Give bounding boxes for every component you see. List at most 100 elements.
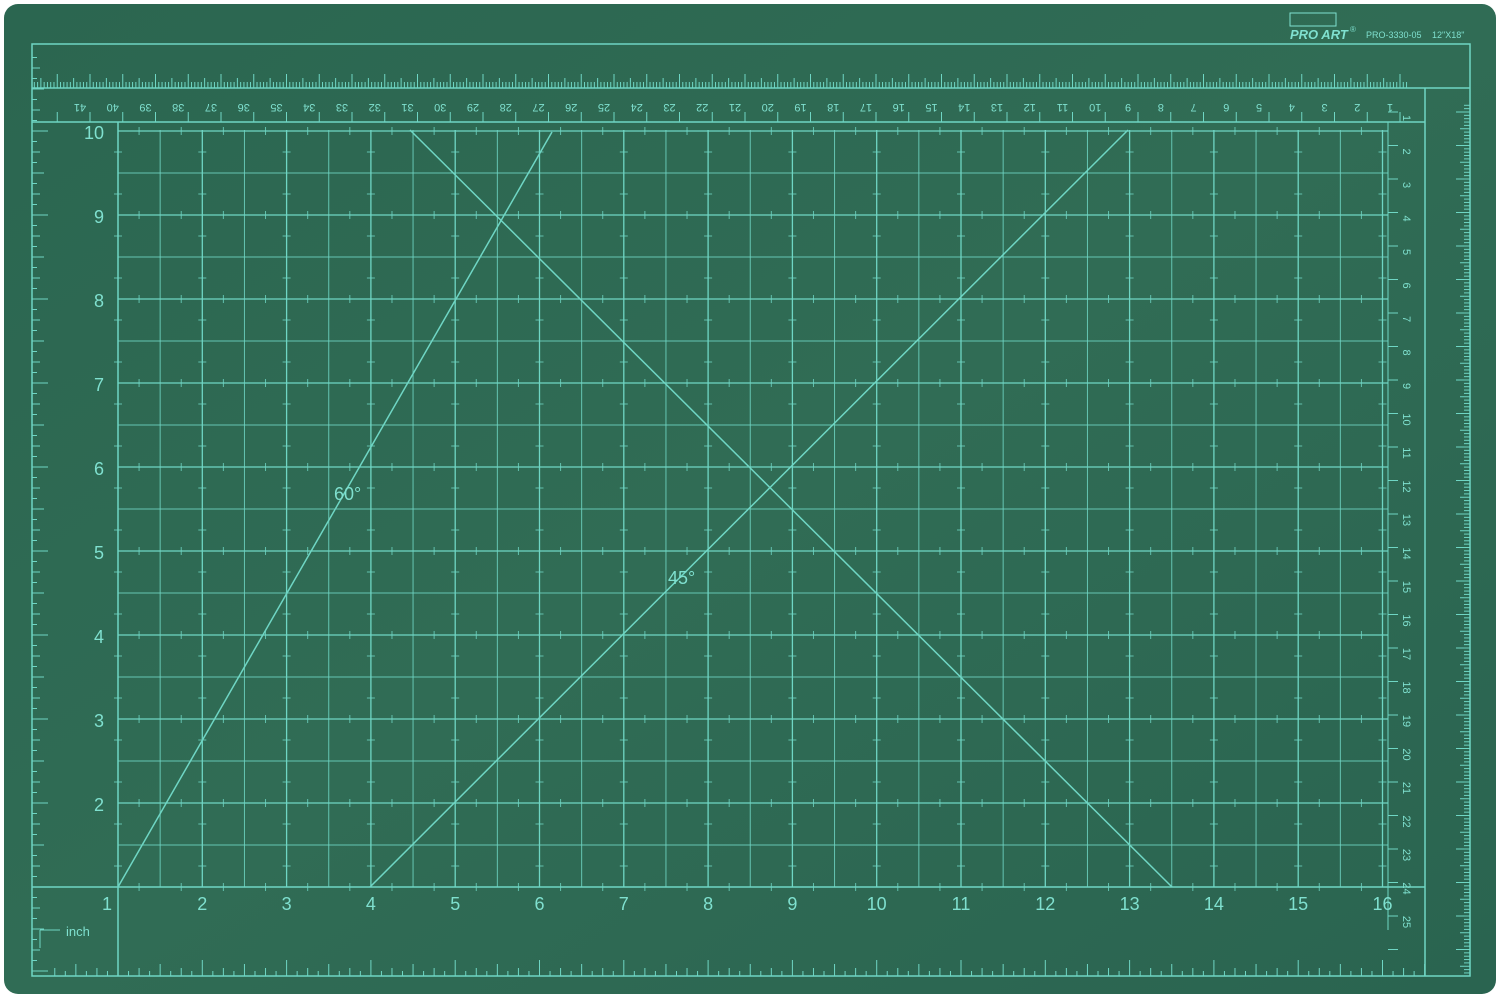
cm-right-number: 22: [1400, 815, 1412, 827]
grid-lines: [114, 127, 1388, 891]
cm-top-number: 38: [172, 101, 184, 113]
cm-right-number: 11: [1400, 447, 1412, 458]
inch-bottom-number: 2: [197, 894, 207, 914]
inch-bottom-number: 15: [1288, 894, 1308, 914]
cm-top-number: 22: [696, 101, 708, 113]
inch-bottom-number: 11: [952, 894, 971, 914]
inch-bottom-number: 6: [534, 894, 544, 914]
inch-left-number: 3: [94, 711, 104, 731]
angle-60-label: 60°: [334, 484, 361, 504]
cm-right-number: 15: [1400, 581, 1412, 593]
cm-right-number: 5: [1400, 249, 1412, 255]
cm-top-number: 21: [729, 101, 741, 113]
inch-bottom-number: 4: [366, 894, 376, 914]
inch-bottom-number: 16: [1372, 894, 1392, 914]
cm-right-number: 14: [1400, 547, 1412, 559]
cm-right-number: 25: [1400, 916, 1412, 928]
cm-top-number: 39: [139, 101, 151, 113]
cm-top-number: 10: [1089, 101, 1101, 113]
inch-bottom-number: 9: [787, 894, 797, 914]
cm-right-number: 16: [1400, 614, 1412, 626]
guide-45-line: [369, 129, 1129, 888]
cm-top-number: 33: [336, 101, 348, 113]
guide-45-cross-line: [409, 129, 1173, 888]
inch-bottom-number: 1: [102, 894, 112, 914]
brand-logo-text: PRO ART: [1290, 27, 1349, 42]
cm-right-number: 13: [1400, 514, 1412, 526]
cm-top-number: 9: [1125, 101, 1131, 113]
cm-right-number: 18: [1400, 681, 1412, 693]
cm-right-number: 21: [1400, 782, 1412, 794]
inch-left-number: 10: [84, 123, 104, 143]
inch-bottom-number: 13: [1120, 894, 1140, 914]
cm-right-number: 20: [1400, 748, 1412, 760]
cm-top-number: 19: [794, 101, 806, 113]
cm-top-number: 32: [369, 101, 381, 113]
cm-top-number: 20: [762, 101, 774, 113]
cm-top-number: 35: [270, 101, 282, 113]
cm-right-number: 3: [1400, 182, 1412, 188]
inch-left-number: 2: [94, 795, 104, 815]
cm-top-number: 6: [1223, 101, 1229, 113]
cm-top-number: 40: [107, 101, 119, 113]
cm-right-number: 17: [1400, 648, 1412, 660]
cm-top-number: 1: [1387, 101, 1393, 113]
inch-bottom-number: 3: [282, 894, 292, 914]
cm-top-number: 27: [532, 101, 544, 113]
cm-right-number: 1: [1400, 115, 1412, 121]
inch-left-number: 9: [94, 207, 104, 227]
inch-corner-mark: [39, 929, 60, 948]
inch-bottom-number: 5: [450, 894, 460, 914]
cm-top-number: 25: [598, 101, 610, 113]
cm-top-number: 31: [401, 101, 413, 113]
cm-top-number: 34: [303, 101, 315, 113]
cm-top-number: 24: [631, 101, 643, 113]
cm-right-number: 23: [1400, 849, 1412, 861]
cm-top-number: 12: [1024, 101, 1036, 113]
cm-top-number: 18: [827, 101, 839, 113]
cm-top-number: 29: [467, 101, 479, 113]
cm-top-number: 15: [925, 101, 937, 113]
inch-left-number: 5: [94, 543, 104, 563]
brand-logo-badge: [1289, 12, 1337, 27]
cm-right-number: 6: [1400, 282, 1412, 288]
inch-bottom-number: 8: [703, 894, 713, 914]
cm-right-number: 10: [1400, 413, 1412, 425]
inch-bottom-number: 12: [1035, 894, 1055, 914]
cm-right-number: 24: [1400, 882, 1412, 894]
brand-logo: PRO ART ®: [1289, 12, 1356, 42]
cm-top-number: 36: [238, 101, 250, 113]
brand-registered-mark: ®: [1350, 25, 1356, 34]
cm-right-number: 4: [1400, 215, 1412, 221]
inch-left-number: 8: [94, 291, 104, 311]
cm-top-number: 3: [1321, 101, 1327, 113]
cm-right-number: 2: [1400, 148, 1412, 154]
ruler-labels: 1 2 3 4 5 6 7 8 9 10 11 12 13 14 15 1623456789101234567…: [74, 101, 1412, 928]
inch-bottom-number: 7: [619, 894, 629, 914]
cm-right-number: 12: [1400, 480, 1412, 492]
inch-left-number: 4: [94, 627, 104, 647]
inch-bottom-number: 10: [867, 894, 887, 914]
cm-top-number: 11: [1057, 101, 1068, 113]
brand-model-number: PRO-3330-05: [1366, 30, 1422, 40]
cm-top-number: 13: [991, 101, 1003, 113]
cm-top-number: 26: [565, 101, 577, 113]
inch-unit-label: inch: [66, 924, 90, 939]
cm-top-number: 17: [860, 101, 872, 113]
cm-top-number: 28: [500, 101, 512, 113]
cm-right-number: 9: [1400, 383, 1412, 389]
inch-bottom-number: 14: [1204, 894, 1224, 914]
angle-45-label: 45°: [668, 568, 695, 588]
inch-left-number: 6: [94, 459, 104, 479]
cm-top-number: 30: [434, 101, 446, 113]
guide-60-line: [117, 131, 553, 888]
outer-frame: [31, 43, 1471, 977]
cm-right-number: 7: [1400, 316, 1412, 322]
ruler-ticks: [32, 57, 1470, 976]
cm-top-number: 23: [663, 101, 675, 113]
cm-top-number: 37: [205, 101, 217, 113]
cm-top-number: 14: [958, 101, 970, 113]
cm-top-number: 7: [1190, 101, 1196, 113]
cm-top-number: 4: [1289, 101, 1295, 113]
